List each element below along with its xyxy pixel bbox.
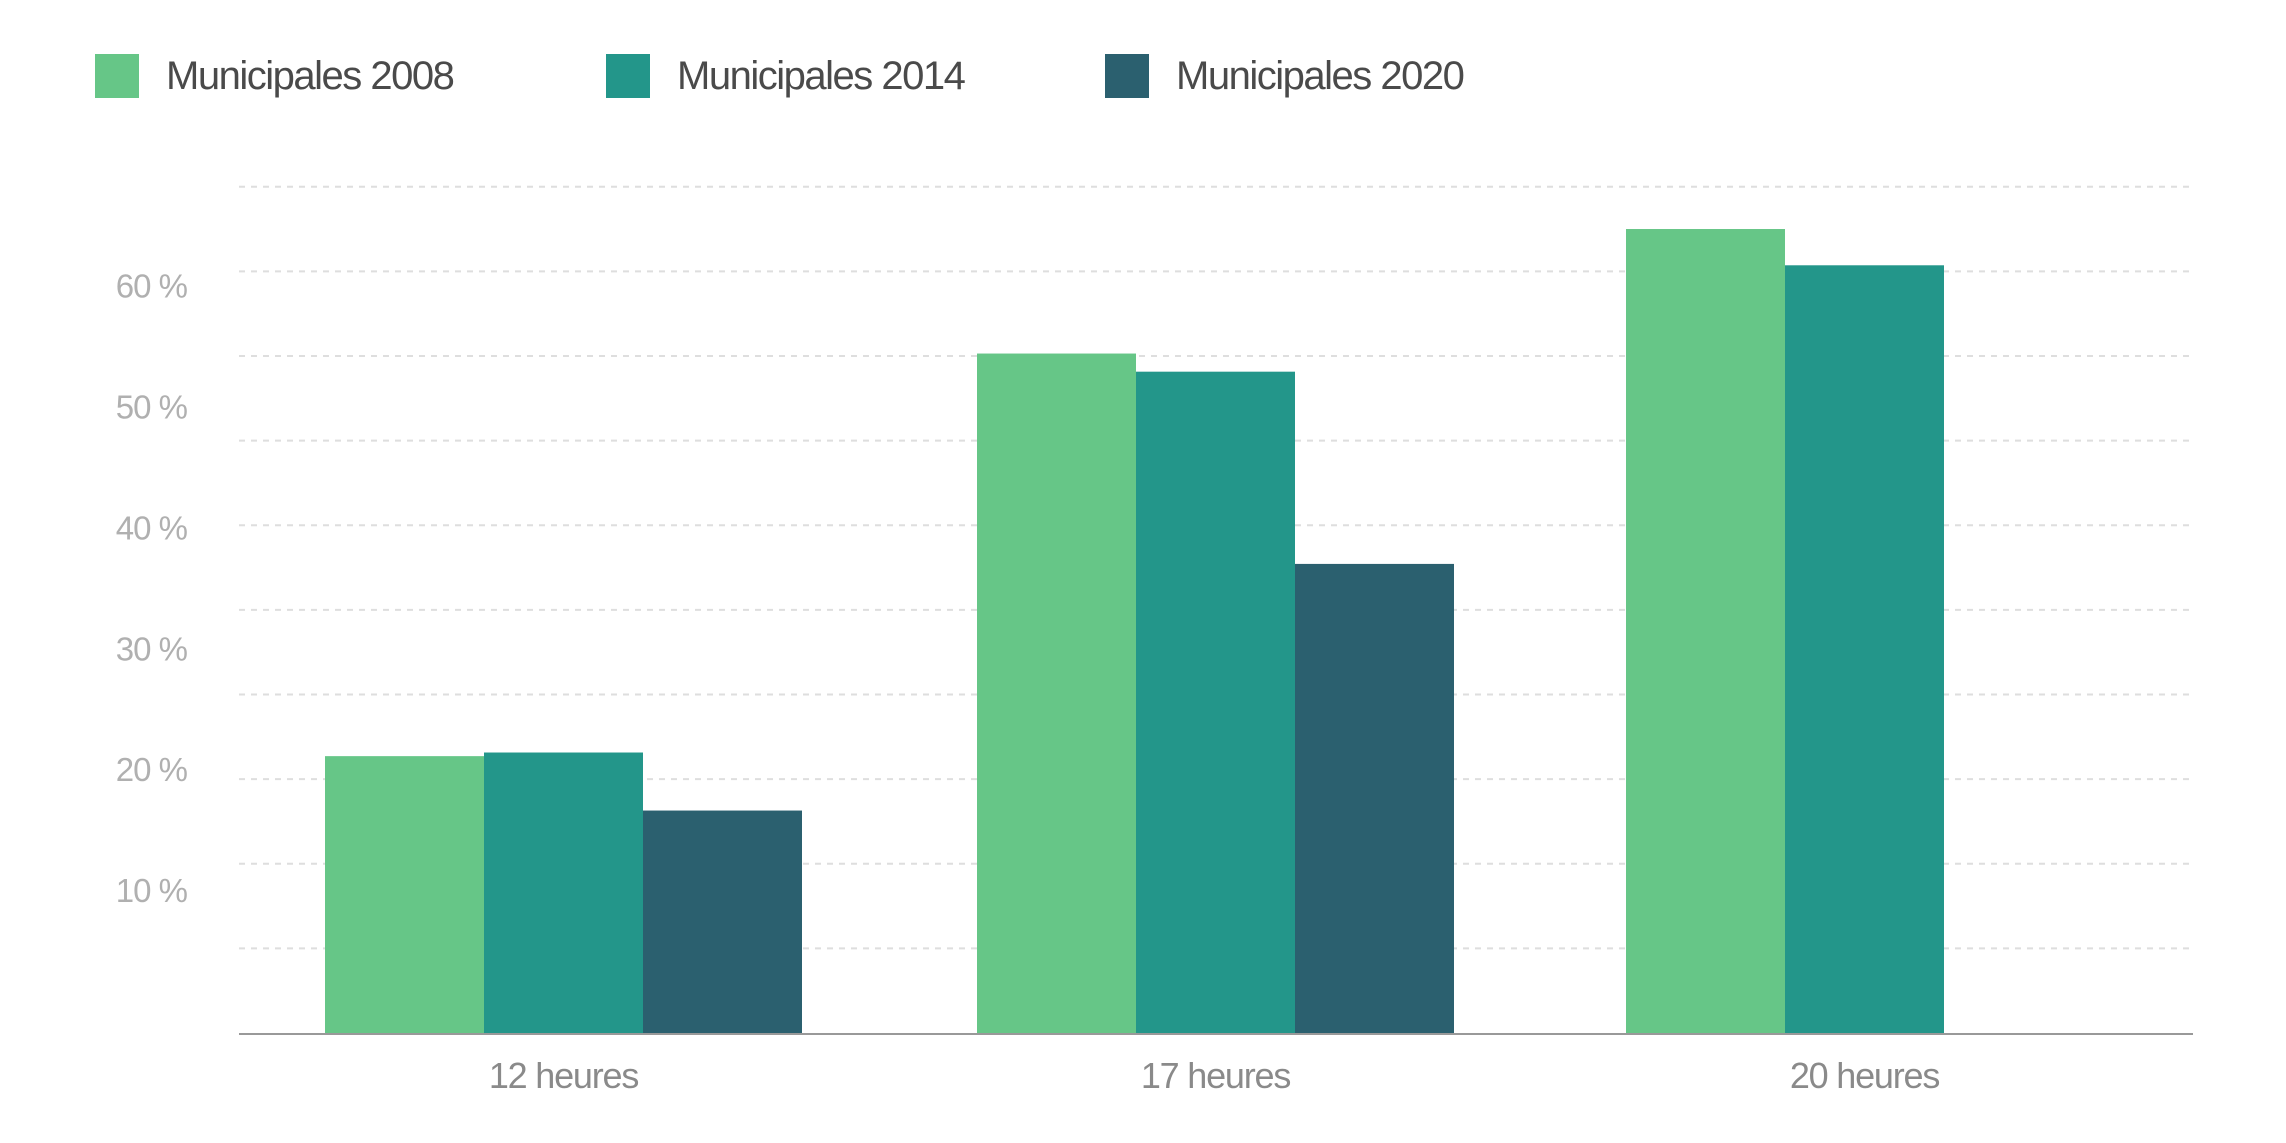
- bar-municipales-2014-1: [1136, 371, 1295, 1033]
- y-tick-label: 30 %: [116, 630, 188, 667]
- y-tick-label: 60 %: [116, 268, 188, 305]
- x-tick-label: 17 heures: [1141, 1055, 1291, 1096]
- bar-municipales-2008-0: [325, 756, 484, 1033]
- legend-label: Municipales 2014: [677, 53, 966, 98]
- x-tick-label: 12 heures: [489, 1055, 639, 1096]
- y-tick-label: 40 %: [116, 509, 188, 546]
- bar-municipales-2020-1: [1295, 563, 1454, 1033]
- legend-item: Municipales 2014: [606, 48, 966, 104]
- bar-municipales-2014-2: [1785, 265, 1944, 1033]
- legend-swatch: [95, 54, 139, 98]
- legend-item: Municipales 2008: [95, 48, 455, 104]
- bar-municipales-2020-0: [643, 810, 802, 1033]
- legend-label: Municipales 2008: [166, 53, 455, 98]
- y-tick-label: 20 %: [116, 751, 188, 788]
- legend-label: Municipales 2020: [1176, 53, 1465, 98]
- legend-swatch: [606, 54, 650, 98]
- x-tick-label: 20 heures: [1790, 1055, 1940, 1096]
- bar-municipales-2014-0: [484, 752, 643, 1033]
- bar-municipales-2008-1: [977, 353, 1136, 1033]
- y-tick-label: 10 %: [116, 872, 188, 909]
- legend-item: Municipales 2020: [1105, 48, 1465, 104]
- legend-swatch: [1105, 54, 1149, 98]
- y-tick-label: 50 %: [116, 389, 188, 426]
- bar-municipales-2008-2: [1626, 229, 1785, 1033]
